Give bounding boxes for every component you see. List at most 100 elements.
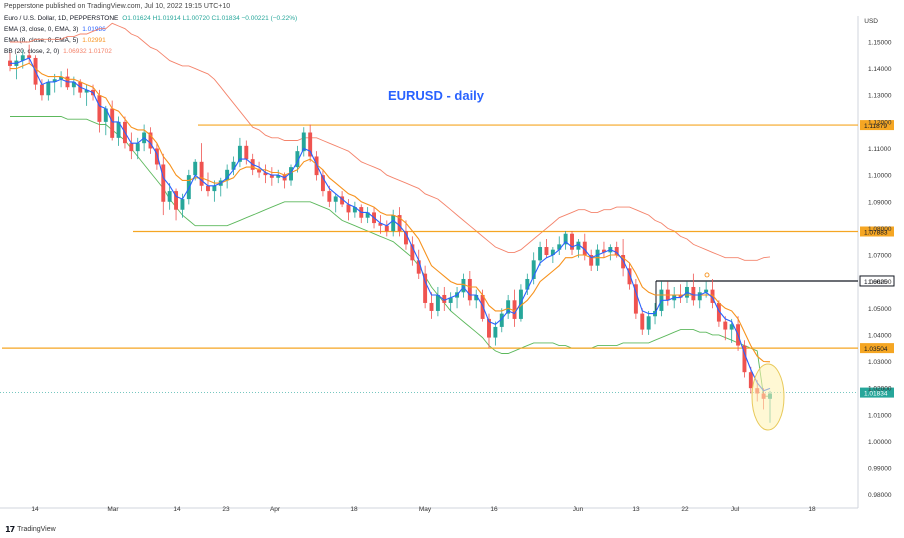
level-price-tag xyxy=(859,275,895,287)
candle-body xyxy=(52,79,57,82)
level-price-tag xyxy=(860,120,894,131)
candle-body xyxy=(538,247,543,261)
candle-body xyxy=(525,278,530,290)
ema-slow-row[interactable]: EMA (8, close, 0, EMA, 5) 1.02991 xyxy=(4,37,108,44)
level-price-label: 1.06025 xyxy=(864,279,888,286)
candle-body xyxy=(589,255,594,266)
candle-body xyxy=(97,95,102,122)
y-tick-label: 1.03000 xyxy=(868,359,892,366)
candle-body xyxy=(544,247,549,256)
candle-body xyxy=(314,156,319,176)
y-tick-label: 1.13000 xyxy=(868,93,892,100)
candle-body xyxy=(493,326,498,338)
candle-body xyxy=(742,345,747,373)
candle-body xyxy=(193,161,198,176)
candle-body xyxy=(557,244,562,250)
symbol-info-row: Euro / U.S. Dollar, 1D, PEPPERSTONE O1.0… xyxy=(4,15,299,22)
candle-body xyxy=(365,212,370,218)
candle-body xyxy=(723,321,728,330)
bb-row[interactable]: BB (20, close, 2, 0) 1.06932 1.01702 xyxy=(4,48,114,55)
candle-body xyxy=(404,231,408,245)
ema-fast-row[interactable]: EMA (3, close, 0, EMA, 3) 1.01986 xyxy=(4,26,108,33)
candle-body xyxy=(748,372,753,389)
level-price-label: 1.03504 xyxy=(864,346,888,353)
candle-body xyxy=(231,161,236,170)
footer: 𝟭𝟳 TradingView xyxy=(5,525,56,534)
x-tick-label: 16 xyxy=(490,506,498,513)
last-price-label: 1.01834 xyxy=(864,391,888,398)
candle-body xyxy=(691,286,696,301)
candle-body xyxy=(429,302,434,311)
candle-body xyxy=(621,255,626,269)
candle-body xyxy=(378,223,383,226)
candle-body xyxy=(340,196,345,205)
ema-fast-label: EMA (3, close, 0, EMA, 3) xyxy=(4,26,79,33)
candle-body xyxy=(346,204,351,213)
ema-slow-line xyxy=(10,62,771,363)
last-price-tag xyxy=(860,387,894,398)
candle-body xyxy=(448,297,453,303)
candle-body xyxy=(46,81,51,96)
x-tick-label: Jun xyxy=(573,506,584,513)
candle-body xyxy=(499,313,504,327)
bb-upper-line xyxy=(10,22,771,261)
candle-body xyxy=(71,81,76,88)
candle-body xyxy=(391,215,396,232)
candle-body xyxy=(416,260,421,274)
x-tick-label: 14 xyxy=(31,506,39,513)
y-tick-label: 1.10000 xyxy=(868,173,892,180)
candle-body xyxy=(627,268,632,285)
y-tick-label: 0.98000 xyxy=(868,492,892,499)
candle-body xyxy=(103,108,108,122)
candle-body xyxy=(531,260,536,279)
candle-body xyxy=(506,300,511,314)
candle-body xyxy=(212,185,217,192)
level-price-label: 1.07883 xyxy=(864,229,888,236)
candle-body xyxy=(697,292,702,301)
candle-body xyxy=(39,84,44,96)
candle-body xyxy=(135,143,140,152)
time-axis: 14 Mar 14 23 Apr 18 May 16 Jun 13 22 Jul 18 xyxy=(31,506,816,513)
candle-body xyxy=(614,247,619,256)
y-tick-label: 1.06000 xyxy=(868,279,892,286)
ema-fast-line xyxy=(10,57,771,392)
candle-body xyxy=(442,294,447,303)
x-tick-label: Mar xyxy=(107,506,119,513)
y-tick-label: 1.05000 xyxy=(868,306,892,313)
candle-body xyxy=(301,132,306,152)
candle-body xyxy=(276,175,281,178)
bb-lower-line xyxy=(10,116,770,397)
candle-body xyxy=(320,175,325,192)
x-tick-label: 22 xyxy=(681,506,689,513)
candle-body xyxy=(116,121,121,138)
ema-fast-value: 1.01986 xyxy=(82,26,106,33)
bollinger-bands xyxy=(10,22,771,397)
y-tick-label: 1.14000 xyxy=(868,66,892,73)
y-tick-label: 0.99000 xyxy=(868,466,892,473)
y-tick-label: 1.15000 xyxy=(868,39,892,46)
candle-body xyxy=(180,199,185,210)
y-tick-label: 1.04000 xyxy=(868,332,892,339)
chart-markers xyxy=(704,272,710,278)
ema-slow-value: 1.02991 xyxy=(82,37,106,44)
candle-body xyxy=(269,175,274,178)
bb-label: BB (20, close, 2, 0) xyxy=(4,48,60,55)
x-tick-label: Jul xyxy=(731,506,740,513)
ema-slow-label: EMA (8, close, 0, EMA, 5) xyxy=(4,37,79,44)
candle-body xyxy=(174,191,179,210)
bb-value: 1.06932 1.01702 xyxy=(63,48,112,55)
candle-body xyxy=(704,289,709,293)
symbol-name[interactable]: Euro / U.S. Dollar, 1D, PEPPERSTONE xyxy=(4,15,119,22)
candle-body xyxy=(327,191,332,202)
candle-body xyxy=(237,145,242,162)
price-axis: 1.15000 1.14000 1.13000 1.12000 1.11000 1.100… xyxy=(868,39,892,499)
candle-body xyxy=(199,161,204,186)
x-tick-label: 13 xyxy=(632,506,640,513)
candle-body xyxy=(474,294,479,301)
candle-body xyxy=(512,300,517,319)
candlesticks xyxy=(8,44,772,423)
candle-body xyxy=(20,55,25,61)
candle-body xyxy=(563,233,568,245)
candle-body xyxy=(384,225,389,232)
